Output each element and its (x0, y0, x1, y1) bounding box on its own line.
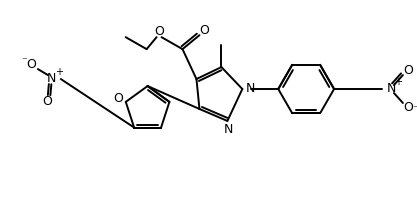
Text: N: N (386, 82, 396, 95)
Text: +: + (394, 77, 402, 87)
Text: N: N (224, 123, 233, 136)
Text: O: O (42, 96, 52, 109)
Text: O: O (26, 58, 36, 71)
Text: O: O (403, 101, 413, 114)
Text: O: O (199, 24, 209, 37)
Text: +: + (55, 67, 63, 77)
Text: N: N (47, 72, 57, 85)
Text: ⁻: ⁻ (412, 104, 417, 114)
Text: N: N (246, 82, 255, 95)
Text: O: O (155, 25, 164, 38)
Text: O: O (403, 64, 413, 77)
Text: O: O (113, 92, 123, 105)
Text: ⁻: ⁻ (21, 56, 27, 66)
